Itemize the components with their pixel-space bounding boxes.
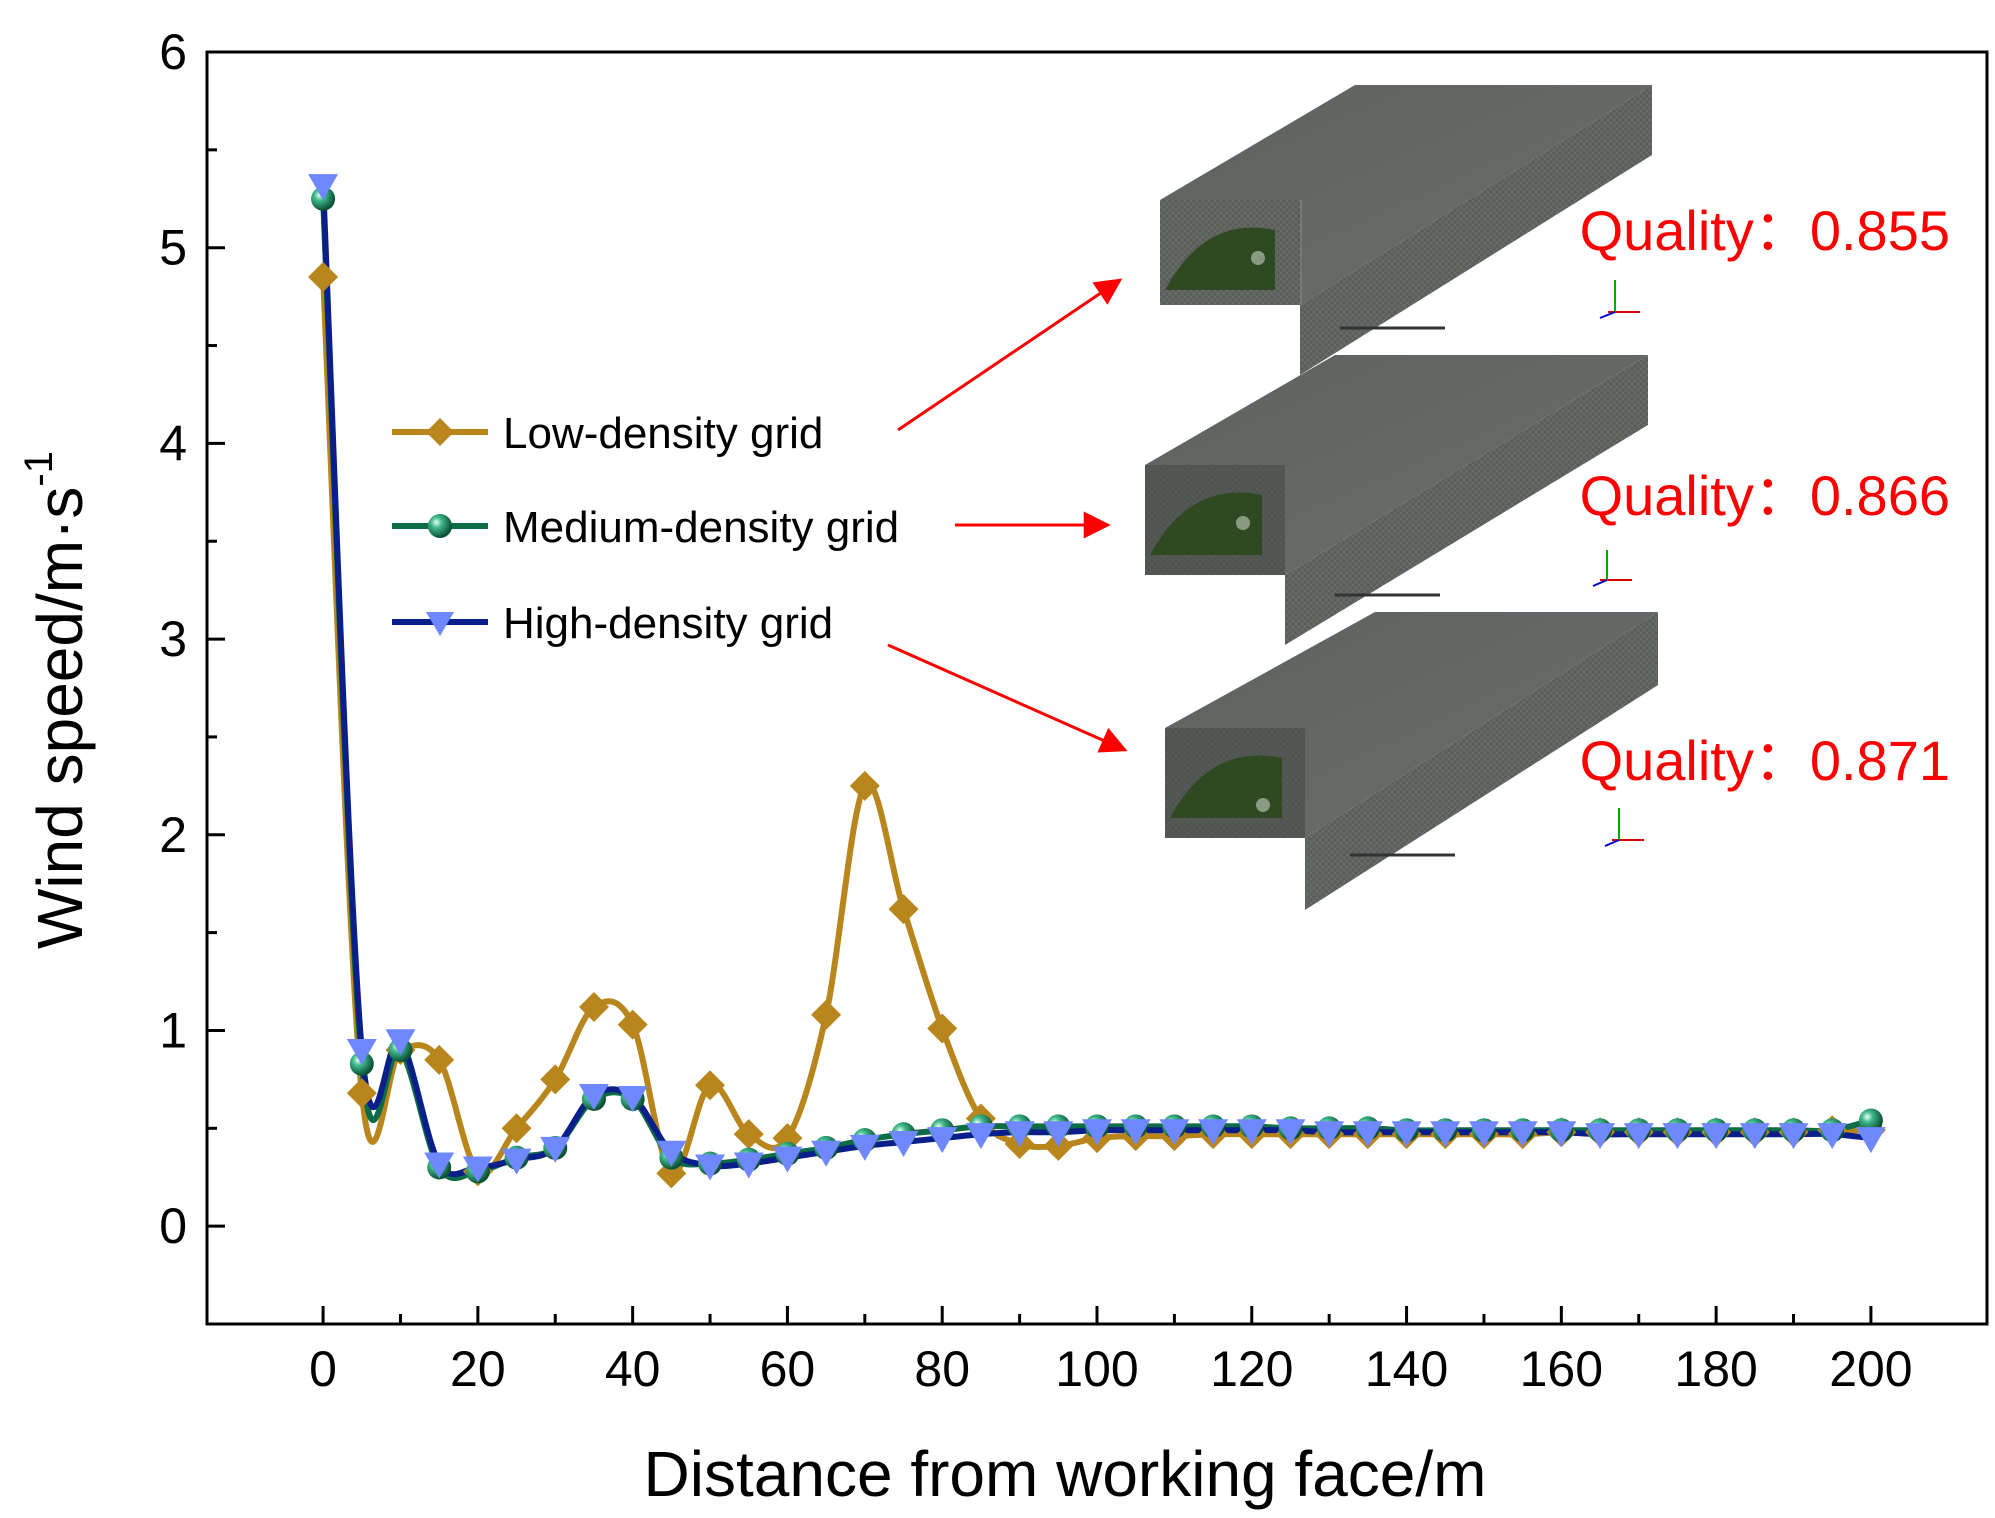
point-low-11 — [733, 1119, 764, 1150]
point-high-10 — [695, 1154, 726, 1181]
point-high-31 — [1507, 1121, 1538, 1148]
series-markers — [308, 174, 1886, 1189]
mesh-image-medium — [1145, 355, 1648, 645]
point-high-37 — [1739, 1123, 1770, 1150]
point-medium-40 — [1858, 1108, 1883, 1133]
point-low-6 — [540, 1064, 571, 1095]
legend-marker-low — [426, 418, 454, 446]
x-axis-title: Distance from working face/m — [644, 1438, 1487, 1510]
legend-item-high: High-density grid — [392, 599, 833, 648]
point-high-13 — [811, 1140, 842, 1167]
y-axis-title: Wind speed/m·s-1 — [17, 451, 96, 949]
legend-item-medium: Medium-density grid — [392, 503, 899, 552]
point-high-35 — [1662, 1123, 1693, 1150]
point-high-3 — [424, 1152, 455, 1179]
mesh-image-high — [1165, 612, 1658, 910]
point-high-39 — [1817, 1123, 1848, 1150]
point-high-30 — [1468, 1121, 1499, 1148]
y-tick-label-0: 0 — [159, 1198, 187, 1254]
point-low-1 — [346, 1078, 377, 1109]
y-axis-title-main: Wind speed/m·s — [24, 487, 96, 949]
point-low-10 — [695, 1070, 726, 1101]
point-high-7 — [578, 1084, 609, 1111]
point-high-26 — [1314, 1121, 1345, 1148]
point-high-8 — [617, 1085, 648, 1112]
mesh-image-low — [1160, 85, 1652, 375]
x-tick-label-10: 200 — [1829, 1341, 1912, 1397]
point-high-9 — [656, 1140, 687, 1167]
y-tick-label-4: 4 — [159, 415, 187, 471]
axis-ticks: 0 20 40 60 80 100 120 140 160 180 200 0 1 2 3 4 5 6 — [159, 24, 1912, 1397]
legend-label-low: Low-density grid — [503, 409, 823, 458]
x-tick-label-5: 100 — [1055, 1341, 1138, 1397]
point-low-16 — [927, 1013, 958, 1044]
y-tick-label-3: 3 — [159, 611, 187, 667]
arrow-high — [887, 643, 1128, 753]
point-high-38 — [1778, 1123, 1809, 1150]
point-high-20 — [1082, 1119, 1112, 1146]
y-tick-label-2: 2 — [159, 807, 187, 863]
x-tick-label-3: 60 — [760, 1341, 816, 1397]
x-tick-label-1: 20 — [450, 1341, 506, 1397]
y-axis-title-sup: -1 — [17, 451, 61, 487]
point-low-14 — [849, 770, 880, 801]
point-high-16 — [927, 1127, 958, 1154]
y-tick-label-1: 1 — [159, 1002, 187, 1058]
point-high-40 — [1855, 1127, 1886, 1154]
quality-label-medium: Quality：0.866 — [1580, 464, 1950, 527]
point-high-18 — [1004, 1121, 1035, 1148]
point-high-0 — [308, 174, 339, 201]
legend: Low-density grid Medium-density grid Hig… — [392, 409, 899, 648]
quality-label-high: Quality：0.871 — [1580, 729, 1950, 792]
x-tick-label-8: 160 — [1520, 1341, 1603, 1397]
point-high-23 — [1198, 1119, 1229, 1146]
legend-label-high: High-density grid — [503, 599, 833, 648]
point-high-36 — [1701, 1123, 1732, 1150]
point-high-33 — [1585, 1123, 1616, 1150]
point-high-2 — [385, 1029, 416, 1056]
point-high-27 — [1352, 1121, 1383, 1148]
x-tick-label-7: 140 — [1365, 1341, 1448, 1397]
point-low-8 — [617, 1009, 648, 1040]
point-low-0 — [308, 262, 339, 293]
point-high-28 — [1391, 1121, 1422, 1148]
point-high-4 — [462, 1156, 493, 1183]
point-high-22 — [1159, 1119, 1190, 1146]
arrow-low — [897, 278, 1123, 432]
point-low-7 — [578, 991, 609, 1022]
point-high-34 — [1623, 1123, 1654, 1150]
point-low-13 — [811, 999, 842, 1030]
point-high-24 — [1236, 1119, 1267, 1146]
legend-label-medium: Medium-density grid — [503, 503, 899, 552]
point-high-19 — [1043, 1121, 1074, 1148]
x-tick-label-6: 120 — [1210, 1341, 1293, 1397]
legend-marker-medium — [428, 514, 452, 538]
legend-marker-high — [426, 612, 454, 636]
point-high-21 — [1120, 1119, 1151, 1146]
point-high-6 — [540, 1136, 571, 1163]
x-tick-label-0: 0 — [309, 1341, 337, 1397]
point-high-29 — [1430, 1121, 1461, 1148]
x-tick-label-9: 180 — [1674, 1341, 1757, 1397]
point-high-15 — [888, 1131, 919, 1158]
y-tick-label-6: 6 — [159, 24, 187, 80]
point-high-1 — [346, 1039, 377, 1066]
point-low-15 — [888, 894, 919, 925]
x-tick-label-2: 40 — [605, 1341, 661, 1397]
point-high-11 — [733, 1152, 764, 1179]
point-low-3 — [424, 1044, 455, 1075]
point-high-17 — [965, 1123, 996, 1150]
point-high-32 — [1546, 1121, 1577, 1148]
point-high-14 — [849, 1134, 880, 1161]
legend-item-low: Low-density grid — [392, 409, 823, 458]
point-high-12 — [772, 1146, 803, 1173]
point-low-5 — [501, 1113, 532, 1144]
y-tick-label-5: 5 — [159, 220, 187, 276]
point-high-5 — [501, 1148, 532, 1175]
point-high-25 — [1275, 1119, 1306, 1146]
quality-label-low: Quality：0.855 — [1580, 199, 1950, 262]
x-tick-label-4: 80 — [914, 1341, 970, 1397]
